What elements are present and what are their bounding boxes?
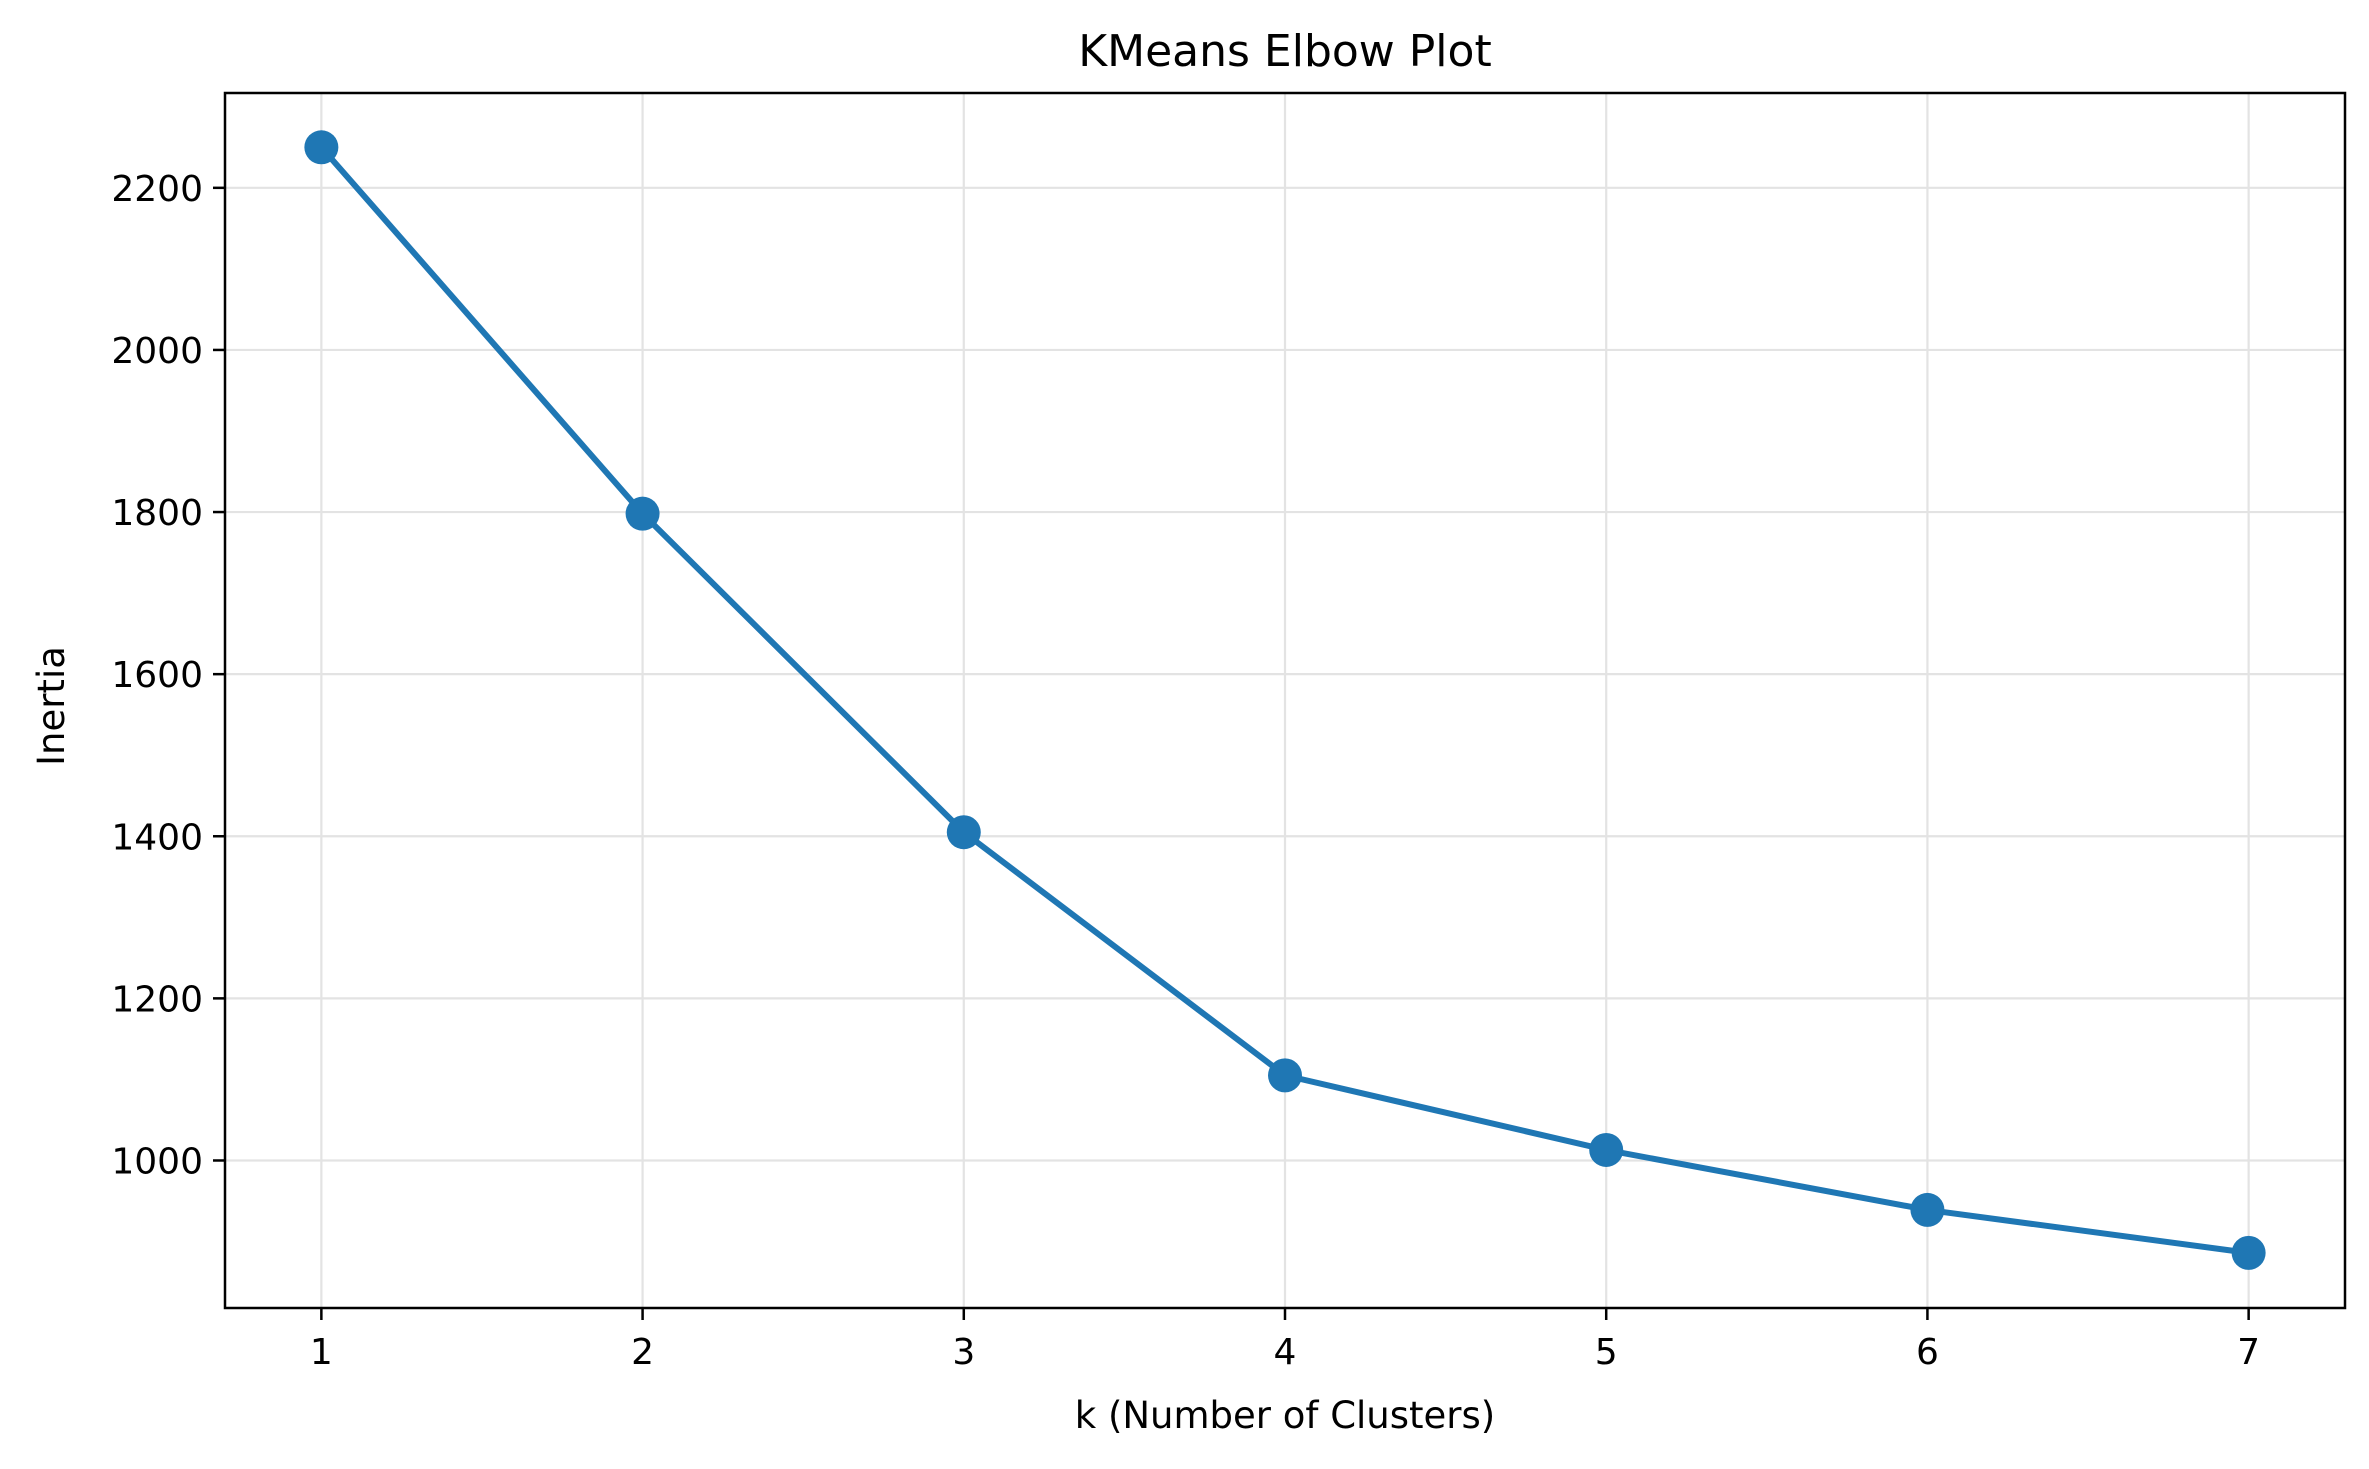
- chart-title: KMeans Elbow Plot: [1078, 26, 1491, 77]
- y-tick-label-2000: 2000: [111, 331, 203, 372]
- x-tick-label-6: 6: [1916, 1332, 1939, 1373]
- x-tick-label-4: 4: [1274, 1332, 1297, 1373]
- x-axis-label: k (Number of Clusters): [1075, 1394, 1495, 1437]
- data-point-k5: [1589, 1132, 1624, 1167]
- y-axis-ticks: 1000 1200 1400 1600 1800 2000 2200: [111, 169, 225, 1182]
- x-tick-label-3: 3: [952, 1332, 975, 1373]
- data-point-k3: [946, 815, 981, 850]
- y-tick-label-1000: 1000: [111, 1141, 203, 1182]
- data-point-k7: [2231, 1235, 2266, 1270]
- y-tick-label-1600: 1600: [111, 655, 203, 696]
- x-tick-label-7: 7: [2237, 1332, 2260, 1373]
- x-tick-label-1: 1: [310, 1332, 333, 1373]
- data-point-k1: [304, 130, 339, 165]
- data-point-k6: [1910, 1192, 1945, 1227]
- x-tick-label-5: 5: [1595, 1332, 1618, 1373]
- data-point-k2: [625, 496, 660, 531]
- y-tick-label-2200: 2200: [111, 169, 203, 210]
- x-tick-label-2: 2: [631, 1332, 654, 1373]
- data-point-k4: [1268, 1058, 1302, 1093]
- grid-layer: [225, 93, 2345, 1308]
- y-tick-label-1400: 1400: [111, 817, 203, 858]
- x-axis-ticks: 1 2 3 4 5 6 7: [310, 1308, 2260, 1373]
- series-layer: [304, 130, 2266, 1270]
- y-tick-label-1800: 1800: [111, 493, 203, 534]
- y-axis-label: Inertia: [30, 646, 73, 766]
- y-tick-label-1200: 1200: [111, 979, 203, 1020]
